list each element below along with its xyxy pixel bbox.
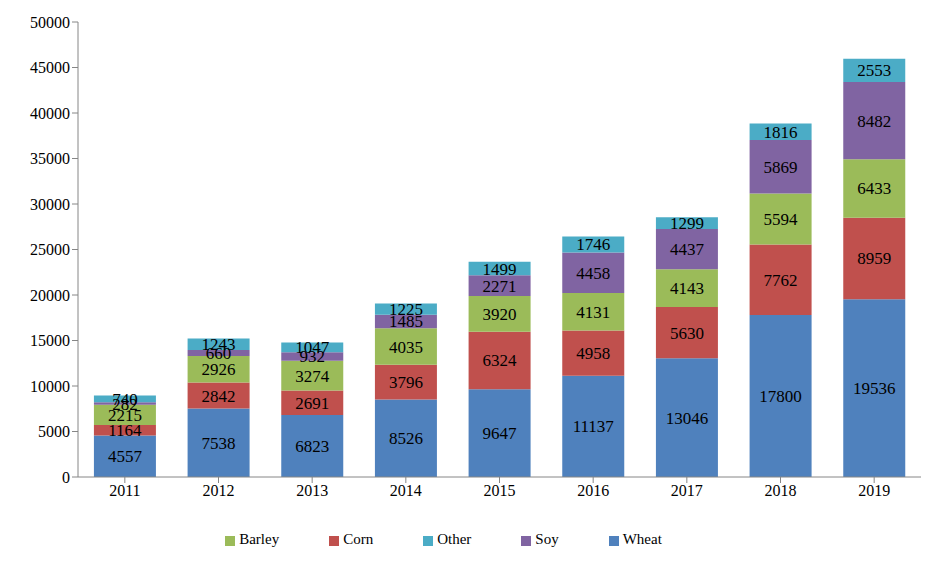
- svg-text:3796: 3796: [389, 373, 423, 392]
- svg-text:2013: 2013: [296, 482, 328, 499]
- svg-text:1164: 1164: [108, 421, 142, 441]
- svg-text:2019: 2019: [858, 482, 890, 499]
- html-text:Corn: Corn: [343, 531, 374, 547]
- svg-text:740: 740: [112, 390, 138, 409]
- svg-text:9647: 9647: [483, 424, 518, 443]
- svg-text:0: 0: [62, 469, 70, 486]
- svg-text:1746: 1746: [576, 235, 610, 254]
- svg-text:13046: 13046: [666, 409, 709, 428]
- html-text:Wheat: Wheat: [622, 531, 662, 547]
- svg-text:11137: 11137: [573, 417, 615, 436]
- svg-text:5869: 5869: [764, 158, 798, 177]
- svg-text:1816: 1816: [764, 123, 798, 142]
- svg-text:4458: 4458: [576, 264, 610, 283]
- svg-text:3274: 3274: [295, 367, 330, 386]
- html-text:Soy: Soy: [535, 531, 559, 547]
- svg-text:20000: 20000: [30, 287, 70, 304]
- svg-text:25000: 25000: [30, 241, 70, 258]
- svg-text:1047: 1047: [295, 338, 330, 357]
- svg-text:8526: 8526: [389, 429, 423, 448]
- svg-text:4035: 4035: [389, 338, 423, 357]
- html-text:Other: Other: [437, 531, 472, 547]
- svg-text:4557: 4557: [108, 447, 143, 466]
- svg-text:10000: 10000: [30, 378, 70, 395]
- svg-text:2014: 2014: [390, 482, 422, 499]
- svg-text:4131: 4131: [576, 303, 610, 322]
- svg-text:5630: 5630: [670, 324, 704, 343]
- svg-text:17800: 17800: [759, 387, 802, 406]
- svg-text:30000: 30000: [30, 196, 70, 213]
- svg-text:2017: 2017: [671, 482, 703, 499]
- svg-text:4958: 4958: [576, 344, 610, 363]
- svg-text:1243: 1243: [202, 335, 236, 354]
- svg-text:8959: 8959: [857, 249, 891, 268]
- svg-text:6324: 6324: [483, 351, 518, 370]
- svg-text:6823: 6823: [295, 437, 329, 456]
- svg-text:40000: 40000: [30, 105, 70, 122]
- svg-text:1485: 1485: [388, 312, 423, 332]
- svg-text:4437: 4437: [670, 240, 705, 259]
- svg-text:15000: 15000: [30, 332, 70, 349]
- svg-text:35000: 35000: [30, 150, 70, 167]
- svg-text:2842: 2842: [202, 387, 236, 406]
- svg-text:2271: 2271: [483, 277, 517, 296]
- svg-text:2926: 2926: [202, 360, 236, 379]
- svg-text:8482: 8482: [857, 112, 891, 131]
- svg-text:5594: 5594: [764, 210, 799, 229]
- svg-text:7538: 7538: [202, 434, 236, 453]
- svg-text:45000: 45000: [30, 59, 70, 76]
- svg-text:2018: 2018: [765, 482, 797, 499]
- html-text:Barley: Barley: [239, 531, 280, 547]
- svg-text:2553: 2553: [857, 61, 891, 80]
- svg-text:2215: 2215: [107, 405, 142, 425]
- svg-text:2691: 2691: [295, 394, 329, 413]
- svg-text:5000: 5000: [38, 423, 70, 440]
- svg-text:6433: 6433: [857, 179, 891, 198]
- svg-text:1225: 1225: [389, 300, 423, 319]
- svg-text:50000: 50000: [30, 14, 70, 31]
- svg-text:1499: 1499: [483, 260, 517, 279]
- svg-text:1299: 1299: [670, 214, 704, 233]
- svg-text:2011: 2011: [109, 482, 140, 499]
- svg-text:2015: 2015: [484, 482, 516, 499]
- svg-text:3920: 3920: [483, 305, 517, 324]
- svg-text:19536: 19536: [853, 379, 896, 398]
- svg-text:2016: 2016: [577, 482, 609, 499]
- svg-text:7762: 7762: [764, 271, 798, 290]
- svg-text:4143: 4143: [670, 279, 704, 298]
- svg-text:2012: 2012: [203, 482, 235, 499]
